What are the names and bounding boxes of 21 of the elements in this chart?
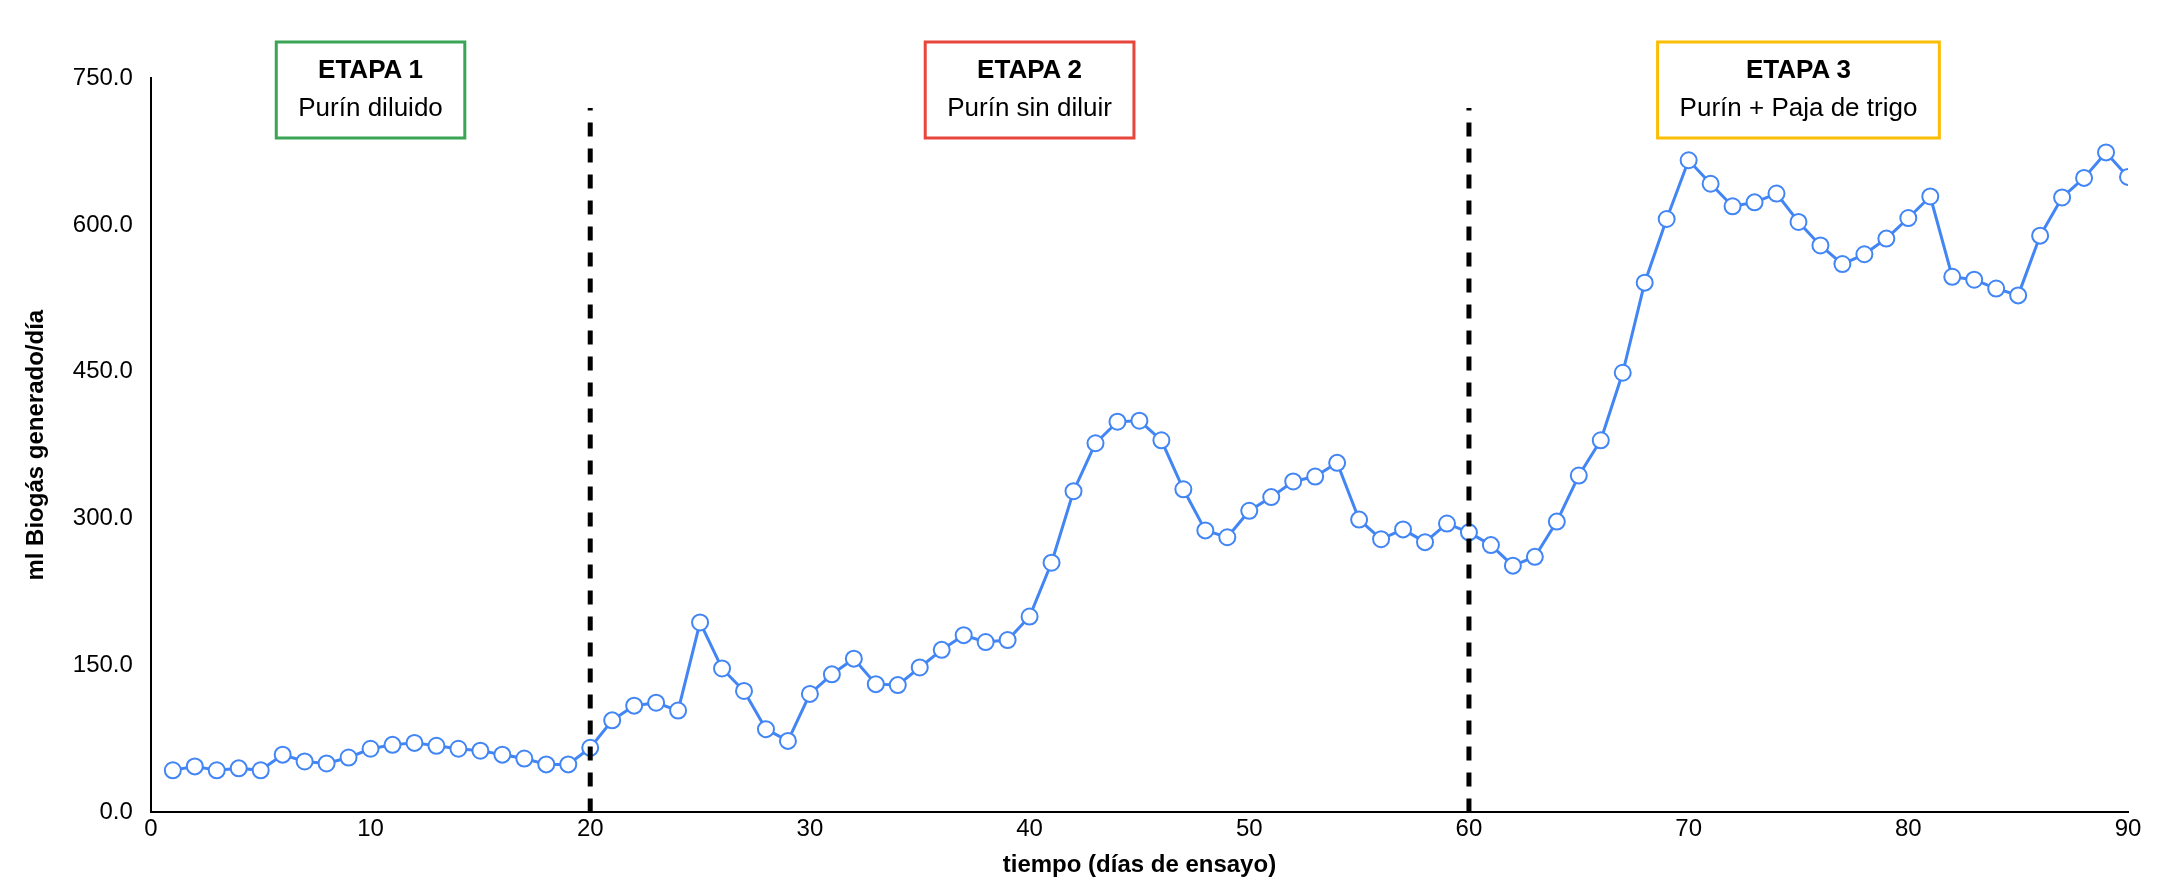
x-tick-label: 90 [2114, 814, 2142, 842]
y-tick-label: 150.0 [72, 650, 133, 678]
x-tick-label: 70 [1675, 814, 1702, 842]
x-tick-label: 30 [796, 814, 824, 842]
annotation: ETAPA 2 Purín sin diluir [947, 54, 1113, 123]
x-tick-label: 20 [576, 814, 604, 842]
y-tick-label: 0.0 [99, 797, 133, 825]
y-tick-label: 600.0 [72, 209, 133, 237]
y-tick-label: 450.0 [72, 356, 133, 384]
x-tick-label: 10 [357, 814, 384, 842]
x-tick-label: 0 [144, 814, 158, 842]
y-tick-label: 300.0 [72, 503, 133, 531]
x-tick-label: 50 [1235, 814, 1263, 842]
annotation: ETAPA 3 Purín + Paja de trigo [1679, 54, 1918, 123]
x-tick-label: 60 [1455, 814, 1483, 842]
x-axis-title: tiempo (días de ensayo) [1002, 850, 1277, 878]
y-axis-title: ml Biogás generado/día [21, 309, 49, 581]
x-tick-label: 80 [1894, 814, 1922, 842]
annotation: ETAPA 1 Purín diluido [298, 54, 443, 123]
y-tick-label: 750.0 [72, 62, 133, 90]
x-tick-label: 40 [1016, 814, 1043, 842]
